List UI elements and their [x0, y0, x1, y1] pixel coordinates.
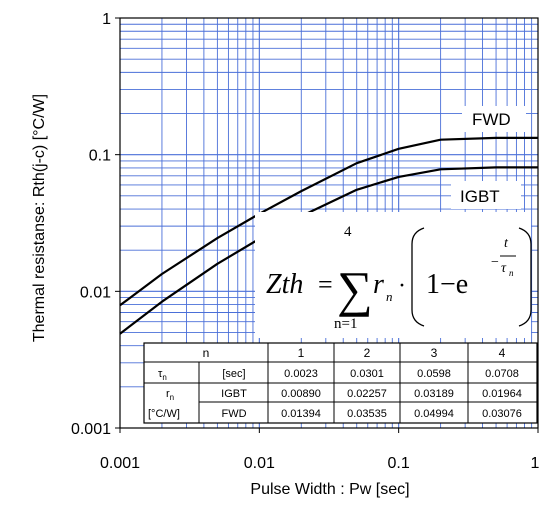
equation-exp-den: τ [501, 261, 507, 276]
igbt-label-bg [451, 181, 521, 209]
x-tick-label: 1 [531, 455, 540, 472]
equation-sigma: ∑ [337, 261, 373, 317]
equation-equals: = [318, 270, 333, 299]
equation-left-paren [411, 227, 425, 327]
table-r-unit: [°C/W] [148, 408, 180, 420]
equation-right-paren [518, 227, 532, 327]
plot-frame [119, 17, 539, 429]
table-igbt-value: 0.02257 [347, 388, 387, 400]
y-axis-label: Thermal resistanse: Rth(j-c) [°C/W] [31, 94, 48, 342]
table-tau-value: 0.0598 [417, 368, 451, 380]
table-tau-value: 0.0301 [350, 368, 384, 380]
y-tick-label: 0.1 [89, 148, 111, 165]
table-header-1: 1 [298, 346, 305, 360]
table-fwd-value: 0.03076 [482, 408, 522, 420]
table-fwd-value: 0.04994 [414, 408, 454, 420]
x-tick-label: 0.1 [388, 455, 410, 472]
y-tick-label: 0.01 [80, 284, 111, 301]
x-tick-label: 0.01 [244, 455, 275, 472]
y-tick-label: 0.001 [71, 421, 111, 438]
zth-equation: Zth = 4 ∑ n=1 r n · 1−e − t τ n [255, 212, 532, 338]
table-igbt-value: 0.03189 [414, 388, 454, 400]
table-header-3: 3 [431, 346, 438, 360]
equation-r: r [373, 269, 384, 300]
equation-bg [255, 212, 531, 338]
table-fwd-label: FWD [221, 408, 246, 420]
equation-sum-upper: 4 [344, 224, 352, 240]
table-tau-value: 0.0023 [284, 368, 318, 380]
table-fwd-value: 0.03535 [347, 408, 387, 420]
equation-lhs: Zth [266, 269, 303, 300]
table-igbt-label: IGBT [221, 388, 247, 400]
series-line-igbt [119, 166, 538, 335]
equation-dot: · [398, 273, 406, 299]
series-label-igbt: IGBT [460, 187, 500, 206]
table-tau-unit: [sec] [222, 368, 245, 380]
axis-ticks: 0.001 0.01 0.1 1 0.001 0.01 0.1 1 [71, 11, 540, 472]
table-tau-label: τn [158, 368, 167, 382]
x-axis-label: Pulse Width : Pw [sec] [250, 481, 409, 498]
x-tick-label: 0.001 [100, 455, 140, 472]
series-lines [119, 136, 538, 335]
table-header-2: 2 [364, 346, 371, 360]
table-r-label: rn [166, 388, 174, 402]
equation-sum-lower: n=1 [334, 316, 357, 332]
series-line-fwd [119, 136, 538, 307]
table-igbt-value: 0.01964 [482, 388, 522, 400]
parameter-table: n 1 2 3 4 τn [sec] 0.0023 0.0301 0.0598 … [143, 342, 538, 424]
y-tick-label: 1 [102, 11, 111, 28]
equation-one-minus-e: 1−e [426, 269, 468, 300]
equation-exp-minus: − [491, 255, 499, 270]
table-header-n: n [203, 346, 210, 360]
table-igbt-value: 0.00890 [281, 388, 321, 400]
table-header-4: 4 [499, 346, 506, 360]
equation-exp-den-sub: n [509, 268, 514, 278]
equation-r-sub: n [386, 289, 393, 304]
table-tau-value: 0.0708 [485, 368, 519, 380]
series-label-fwd: FWD [472, 110, 511, 129]
table-fwd-value: 0.01394 [281, 408, 321, 420]
equation-exp-num: t [504, 236, 509, 251]
fwd-label-bg [462, 106, 526, 132]
